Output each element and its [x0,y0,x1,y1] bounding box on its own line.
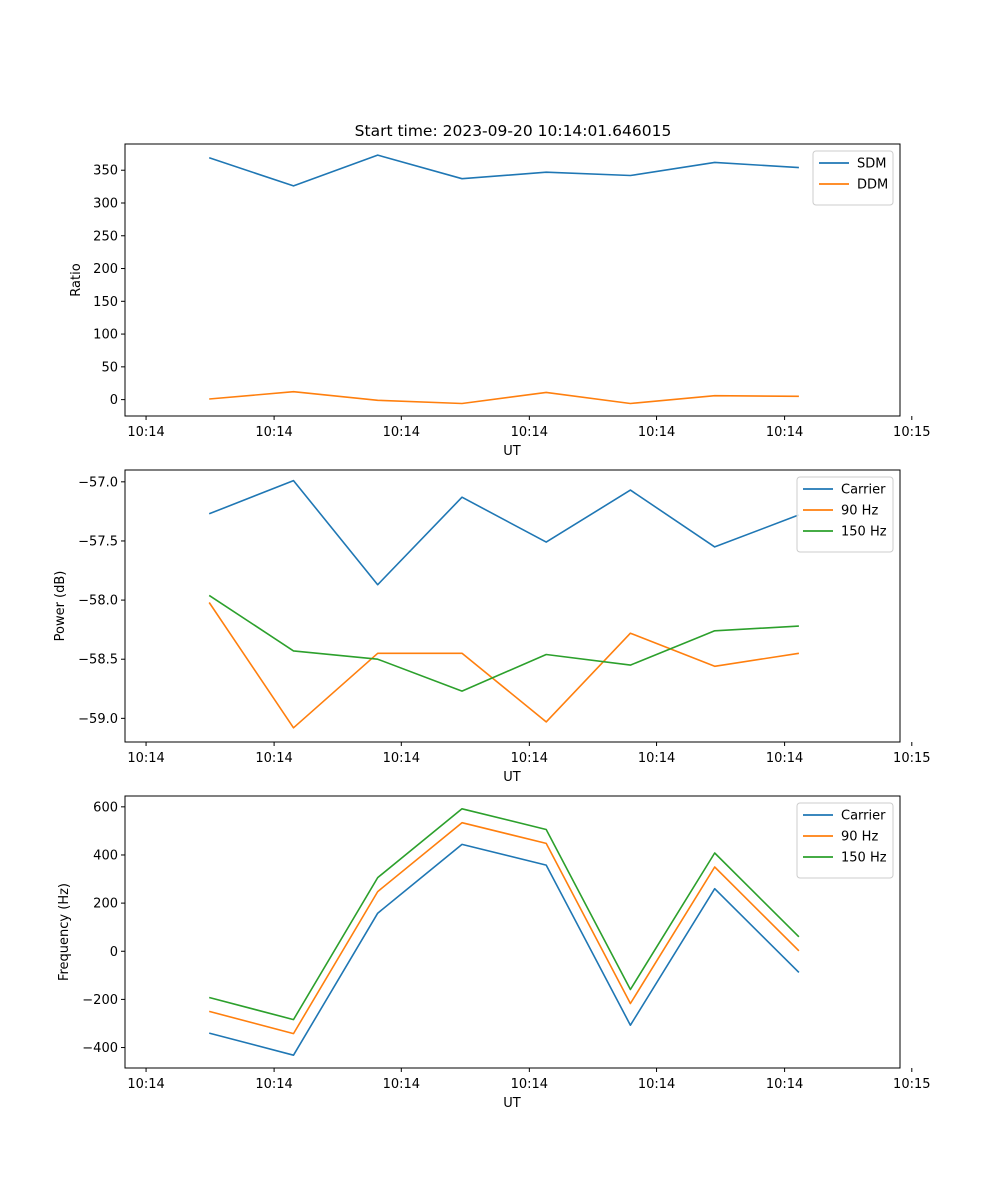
legend-box [796,802,894,879]
legend-box [796,476,894,553]
legend: SDM DDM [812,150,894,206]
y-tick-label: 200 [93,897,118,912]
y-tick-label: 150 [93,295,118,310]
x-tick-label: 10:14 [766,1077,803,1092]
y-tick-label: −57.5 [78,534,118,549]
x-tick-label: 10:14 [383,425,420,440]
x-tick-label: 10:14 [766,425,803,440]
y-tick-label: −59.0 [78,712,118,727]
legend-label-90-hz: 90 Hz [841,504,878,519]
y-axis-label: Power (dB) [53,571,68,642]
x-tick-label: 10:15 [893,751,930,766]
x-tick-label: 10:14 [255,425,292,440]
y-tick-label: 50 [101,360,118,375]
y-tick-label: 300 [93,196,118,211]
y-tick-label: 0 [110,945,118,960]
series-line-sdm [208,154,799,187]
axes-frame [124,795,901,1069]
axes-frame [124,143,901,417]
series-line-150-hz [208,807,800,1021]
legend: Carrier 90 Hz 150 Hz [796,476,894,553]
x-tick-label: 10:14 [638,425,675,440]
x-tick-label: 10:14 [127,1077,164,1092]
y-axis-label: Ratio [69,263,84,296]
subplot-1: 10:14 10:14 10:14 10:14 10:14 10:14 10:15 0 50 10… [69,143,931,459]
y-tick-label: −200 [82,993,118,1008]
x-tick-label: 10:14 [766,751,803,766]
x-tick-label: 10:14 [127,751,164,766]
legend-label-sdm: SDM [857,157,886,172]
y-tick-label: 350 [93,164,118,179]
y-axis-label: Frequency (Hz) [57,883,72,981]
x-tick-label: 10:14 [638,1077,675,1092]
y-tick-label: −57.0 [78,475,118,490]
x-tick-label: 10:15 [893,1077,930,1092]
x-axis-label: UT [503,770,521,785]
y-tick-label: 400 [93,848,118,863]
figure-title: Start time: 2023-09-20 10:14:01.646015 [355,122,672,140]
x-tick-label: 10:14 [638,751,675,766]
x-tick-label: 10:14 [511,1077,548,1092]
legend-box [812,150,894,206]
legend-label-150-hz: 150 Hz [841,525,887,540]
y-tick-label: 100 [93,328,118,343]
y-tick-label: 600 [93,800,118,815]
x-tick-label: 10:14 [255,1077,292,1092]
series-line-carrier [208,479,800,586]
series-line-90-hz [208,821,800,1035]
axes-frame [124,469,901,743]
x-tick-label: 10:15 [893,425,930,440]
subplots: 10:14 10:14 10:14 10:14 10:14 10:14 10:15 0 50 10… [53,143,931,1111]
legend-label-carrier: Carrier [841,483,886,498]
series-line-ddm [209,390,799,405]
legend-label-90-hz: 90 Hz [841,830,878,845]
y-tick-label: −58.5 [78,653,118,668]
x-tick-label: 10:14 [127,425,164,440]
x-tick-label: 10:14 [383,751,420,766]
x-tick-label: 10:14 [255,751,292,766]
x-axis-label: UT [503,1096,521,1111]
legend-label-ddm: DDM [857,178,888,193]
x-tick-label: 10:14 [511,425,548,440]
series-line-carrier [208,843,800,1056]
subplot-2: 10:14 10:14 10:14 10:14 10:14 10:14 10:15 −59.0… [53,469,931,785]
x-axis-label: UT [503,444,521,459]
y-tick-label: 0 [110,393,118,408]
series-line-90-hz [208,602,800,729]
y-tick-label: −58.0 [78,594,118,609]
y-tick-label: 200 [93,262,118,277]
y-tick-label: −400 [82,1041,118,1056]
legend: Carrier 90 Hz 150 Hz [796,802,894,879]
legend-label-carrier: Carrier [841,809,886,824]
legend-label-150-hz: 150 Hz [841,851,887,866]
x-tick-label: 10:14 [511,751,548,766]
x-tick-label: 10:14 [383,1077,420,1092]
subplot-3: 10:14 10:14 10:14 10:14 10:14 10:14 10:15 −400 −… [57,795,931,1111]
y-tick-label: 250 [93,229,118,244]
series-line-150-hz [208,594,799,692]
